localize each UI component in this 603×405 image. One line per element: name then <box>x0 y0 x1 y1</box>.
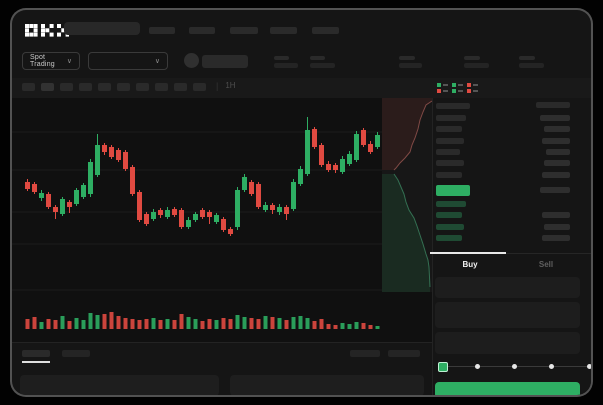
toolbar-button[interactable] <box>60 83 73 91</box>
orderbook-price-bar <box>436 171 462 178</box>
toolbar-button[interactable] <box>117 83 130 91</box>
ticker-stat <box>274 56 298 68</box>
slider-stop[interactable] <box>475 364 480 369</box>
toolbar-button[interactable] <box>22 83 35 91</box>
orderbook-amount-bar <box>542 212 570 219</box>
buy-submit-button[interactable] <box>435 382 580 395</box>
bottom-action-placeholder[interactable] <box>350 350 380 357</box>
toolbar-button[interactable] <box>41 83 54 91</box>
order-price-field[interactable] <box>435 277 580 298</box>
orderbook-amount-bar <box>542 137 570 144</box>
ticker-stat <box>464 56 489 68</box>
order-total-field[interactable] <box>435 332 580 354</box>
ticker-stat <box>399 56 422 68</box>
buy-tab-indicator <box>430 252 506 254</box>
interval-button[interactable]: 1H <box>225 81 236 90</box>
orderbook-bid-row[interactable] <box>432 234 591 245</box>
slider-stop[interactable] <box>512 364 517 369</box>
header-action-button[interactable] <box>202 55 248 68</box>
bottom-panel[interactable] <box>230 375 424 395</box>
nav-item-placeholder[interactable] <box>230 27 258 34</box>
orderbook-price-bar <box>436 115 466 121</box>
ticker-stat <box>310 56 335 68</box>
nav-item-placeholder[interactable] <box>312 27 339 34</box>
ticker-stat <box>519 56 544 68</box>
slider-stop[interactable] <box>549 364 554 369</box>
orderbook-ask-row[interactable] <box>432 126 591 136</box>
orderbook-bid-row[interactable] <box>432 212 591 222</box>
bottom-action-placeholder[interactable] <box>388 350 420 357</box>
toolbar-button[interactable] <box>155 83 168 91</box>
chevron-down-icon: ∨ <box>66 57 72 65</box>
orderbook-bid-row[interactable] <box>432 223 591 234</box>
slider-handle[interactable] <box>438 362 448 372</box>
orderbook-amount-bar <box>546 148 570 155</box>
market-type-dropdown[interactable]: Spot Trading ∨ <box>22 52 80 70</box>
slider-stop[interactable] <box>587 364 591 369</box>
divider <box>432 253 591 254</box>
orderbook-price-bar <box>436 234 462 241</box>
app-window: Spot Trading ∨ ∨ | 1H <box>10 8 593 397</box>
orderbook-ask-row[interactable] <box>432 160 591 170</box>
orderbook-amount-bar <box>542 171 570 178</box>
tab-buy[interactable]: Buy <box>462 260 478 269</box>
orderbook-amount-bar <box>540 187 570 193</box>
orderbook-bid-row[interactable] <box>432 201 591 211</box>
nav-item-placeholder[interactable] <box>270 27 297 34</box>
nav-item-placeholder[interactable] <box>149 27 175 34</box>
toolbar-button[interactable] <box>174 83 187 91</box>
amount-slider[interactable] <box>438 362 591 372</box>
avatar[interactable] <box>184 53 199 68</box>
bottom-tab-underline <box>22 361 50 363</box>
nav-item-placeholder[interactable] <box>189 27 215 34</box>
candlestick-chart[interactable] <box>12 10 432 342</box>
orderbook-price-header <box>436 103 470 109</box>
orderbook-price-bar <box>436 126 462 133</box>
last-price-highlight[interactable] <box>436 185 470 196</box>
orderbook-amount-bar <box>542 234 570 241</box>
divider <box>12 342 432 343</box>
toolbar-button[interactable] <box>193 83 206 91</box>
orderbook-ask-row[interactable] <box>432 137 591 148</box>
chevron-down-icon: ∨ <box>154 57 160 65</box>
orderbook-ask-row[interactable] <box>432 171 591 182</box>
orderbook-price-bar <box>436 148 460 155</box>
orderbook-price-bar <box>436 223 464 230</box>
orderbook-price-bar <box>436 160 464 167</box>
orderbook-price-bar <box>436 137 464 144</box>
toolbar-button[interactable] <box>79 83 92 91</box>
orderbook-ask-row[interactable] <box>432 115 591 125</box>
orderbook-ask-row[interactable] <box>432 148 591 159</box>
bottom-tab-active[interactable] <box>22 350 50 357</box>
pair-select-dropdown[interactable]: ∨ <box>88 52 168 70</box>
orderbook-amount-bar <box>540 115 570 121</box>
toolbar-button[interactable] <box>136 83 149 91</box>
search-input[interactable] <box>64 22 140 35</box>
orderbook-price-bar <box>436 212 462 219</box>
order-amount-field[interactable] <box>435 302 580 328</box>
orderbook-layout-asks-icon[interactable] <box>467 83 478 94</box>
orderbook-layout-bids-icon[interactable] <box>452 83 463 94</box>
tab-sell[interactable]: Sell <box>538 260 554 269</box>
orderbook-layout-both-icon[interactable] <box>437 83 448 94</box>
orderbook-amount-bar <box>544 160 570 167</box>
orderbook-amount-bar <box>544 223 570 230</box>
bottom-tab[interactable] <box>62 350 90 357</box>
depth-chart <box>382 98 433 292</box>
toolbar-icons: | 1H <box>216 81 236 91</box>
orderbook-amount-header <box>536 102 570 108</box>
bottom-panel[interactable] <box>20 375 219 395</box>
toolbar-button[interactable] <box>98 83 111 91</box>
orderbook-price-bar <box>436 201 466 207</box>
orderbook-amount-bar <box>544 126 570 133</box>
market-type-label: Spot Trading <box>30 54 55 68</box>
